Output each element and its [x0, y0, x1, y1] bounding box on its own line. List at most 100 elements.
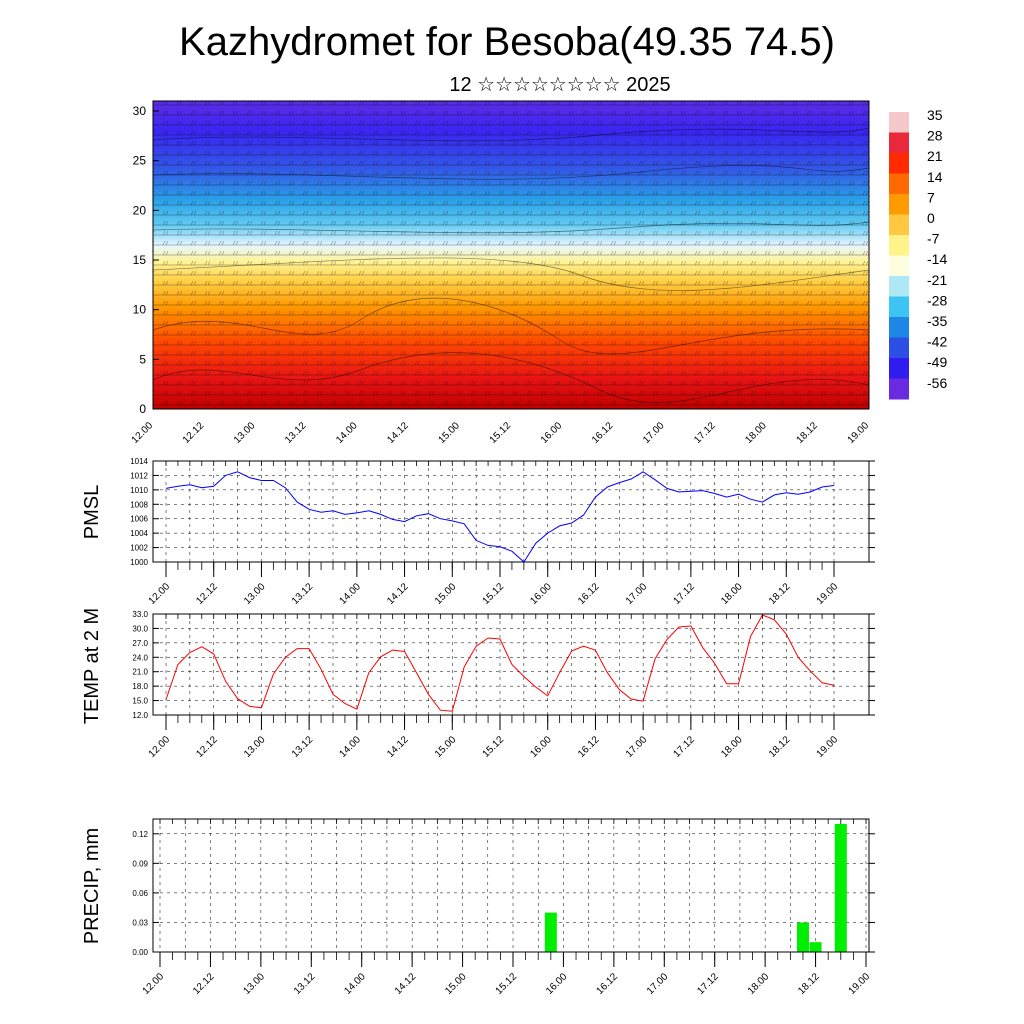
colorbar-label: 7	[927, 189, 935, 205]
y-tick-label: 21.0	[132, 668, 148, 677]
y-tick-label: 1008	[130, 500, 148, 509]
x-tick-label: 13.12	[290, 734, 316, 760]
x-tick-label: 18.00	[719, 581, 745, 607]
x-tick-label: 19.00	[815, 734, 841, 760]
x-tick-label: 16.12	[576, 734, 602, 760]
y-tick-label: 1012	[130, 471, 148, 480]
precip-y-axis: 0.00 0.03 0.06 0.09 0.12	[132, 830, 875, 957]
x-tick-label: 17.00	[641, 420, 667, 446]
colorbar-label: -42	[927, 334, 947, 350]
precip-frame	[152, 818, 870, 953]
colorbar-swatch	[889, 296, 909, 318]
colorbar-swatch	[889, 276, 909, 297]
colorbar-swatch	[889, 358, 909, 379]
colorbar-label: -35	[927, 313, 947, 329]
colorbar-label: -21	[927, 272, 947, 288]
x-tick-label: 12.12	[181, 420, 207, 446]
temp-panel: TEMP at 2 M 12.0 15.0 18.0 21.0 24.0 27.0 30.0…	[81, 608, 875, 760]
precip-grid	[153, 819, 869, 953]
x-tick-label: 17.12	[692, 420, 718, 446]
x-tick-label: 18.00	[719, 734, 745, 760]
chart-title: Kazhydromet for Besoba(49.35 74.5)	[179, 20, 835, 64]
y-tick-label: 1000	[130, 558, 148, 567]
colorbar-label: -7	[927, 231, 940, 247]
x-tick-label: 15.12	[481, 581, 507, 607]
x-tick-label: 16.00	[544, 971, 570, 997]
x-tick-label: 13.12	[290, 581, 316, 607]
heatmap-frame	[152, 100, 870, 410]
x-tick-label: 15.00	[437, 420, 463, 446]
colorbar-label: 21	[927, 148, 943, 164]
x-tick-label: 12.12	[191, 971, 217, 997]
x-tick-label: 17.00	[645, 971, 671, 997]
colorbar-swatch	[889, 214, 909, 236]
y-tick-label: 24.0	[132, 653, 148, 662]
x-tick-label: 14.12	[385, 581, 411, 607]
x-tick-label: 18.00	[743, 420, 769, 446]
x-tick-label: 16.00	[539, 420, 565, 446]
colorbar-label: -14	[927, 251, 947, 267]
x-tick-label: 17.12	[672, 581, 698, 607]
colorbar-label: 14	[927, 169, 943, 185]
y-tick-label: 1002	[130, 544, 148, 553]
colorbar-swatch	[889, 112, 909, 133]
pmsl-frame	[152, 460, 870, 563]
y-tick-label: 5	[139, 352, 146, 366]
heatmap-y-axis: 0 5 10 15 20 25 30	[133, 104, 159, 416]
x-tick-label: 15.12	[488, 420, 514, 446]
y-tick-label: 0.00	[132, 948, 148, 957]
x-tick-label: 13.12	[292, 971, 318, 997]
precip-x-axis: 12.00 12.12 13.00 13.12 14.00 14.12 15.00 15.12…	[141, 819, 873, 997]
x-tick-label: 16.12	[595, 971, 621, 997]
y-tick-label: 25	[133, 154, 147, 168]
x-tick-label: 16.00	[528, 734, 554, 760]
x-tick-label: 19.00	[846, 420, 872, 446]
precip-bar	[796, 922, 809, 952]
x-tick-label: 15.00	[433, 581, 459, 607]
y-tick-label: 1014	[130, 457, 148, 466]
x-tick-label: 14.00	[338, 734, 364, 760]
colorbar-swatch	[889, 378, 909, 400]
x-tick-label: 12.12	[194, 734, 220, 760]
x-tick-label: 14.00	[334, 420, 360, 446]
y-tick-label: 1010	[130, 486, 148, 495]
pmsl-series-line	[165, 471, 835, 563]
x-tick-label: 14.12	[385, 734, 411, 760]
x-tick-label: 16.12	[590, 420, 616, 446]
colorbar: 35 28 21 14 7 0 -7 -14 -21 -28 -35 -42 -49 -56	[889, 107, 947, 400]
x-tick-label: 18.00	[746, 971, 772, 997]
precip-bar	[544, 912, 557, 952]
y-tick-label: 27.0	[132, 639, 148, 648]
colorbar-label: -49	[927, 354, 947, 370]
x-tick-label: 18.12	[796, 971, 822, 997]
x-tick-label: 17.12	[672, 734, 698, 760]
colorbar-label: 0	[927, 210, 935, 226]
x-tick-label: 12.12	[194, 581, 220, 607]
x-tick-label: 14.00	[342, 971, 368, 997]
x-tick-label: 12.00	[147, 581, 173, 607]
x-tick-label: 13.12	[283, 420, 309, 446]
x-tick-label: 12.00	[130, 420, 156, 446]
pmsl-y-axis: 1000 1002 1004 1006 1008 1010 1012 1014	[130, 457, 875, 567]
x-tick-label: 13.00	[242, 581, 268, 607]
pmsl-x-axis: 12.00 12.12 13.00 13.12 14.00 14.12 15.00 15.12…	[147, 461, 841, 607]
precip-bar	[834, 823, 847, 952]
x-tick-label: 13.00	[232, 420, 258, 446]
temp-ylabel: TEMP at 2 M	[81, 608, 103, 724]
colorbar-label: 35	[927, 107, 943, 123]
heatmap-panel: 0 5 10 15 20 25 30 12.00 12.12 13.00 13.12 14.00 14…	[130, 100, 872, 446]
colorbar-swatch	[889, 173, 909, 195]
x-tick-label: 13.00	[242, 734, 268, 760]
x-tick-label: 17.00	[624, 734, 650, 760]
x-tick-label: 16.12	[576, 581, 602, 607]
colorbar-swatch	[889, 194, 909, 215]
heatmap-x-axis: 12.00 12.12 13.00 13.12 14.00 14.12 15.00 15.12…	[130, 420, 872, 446]
precip-bars	[544, 823, 847, 952]
y-tick-label: 33.0	[132, 610, 148, 619]
x-tick-label: 19.00	[847, 971, 873, 997]
wind-barbs-overlay	[153, 101, 869, 409]
x-tick-label: 19.00	[815, 581, 841, 607]
x-tick-label: 13.00	[242, 971, 268, 997]
colorbar-swatch	[889, 337, 909, 359]
y-tick-label: 30.0	[132, 624, 148, 633]
